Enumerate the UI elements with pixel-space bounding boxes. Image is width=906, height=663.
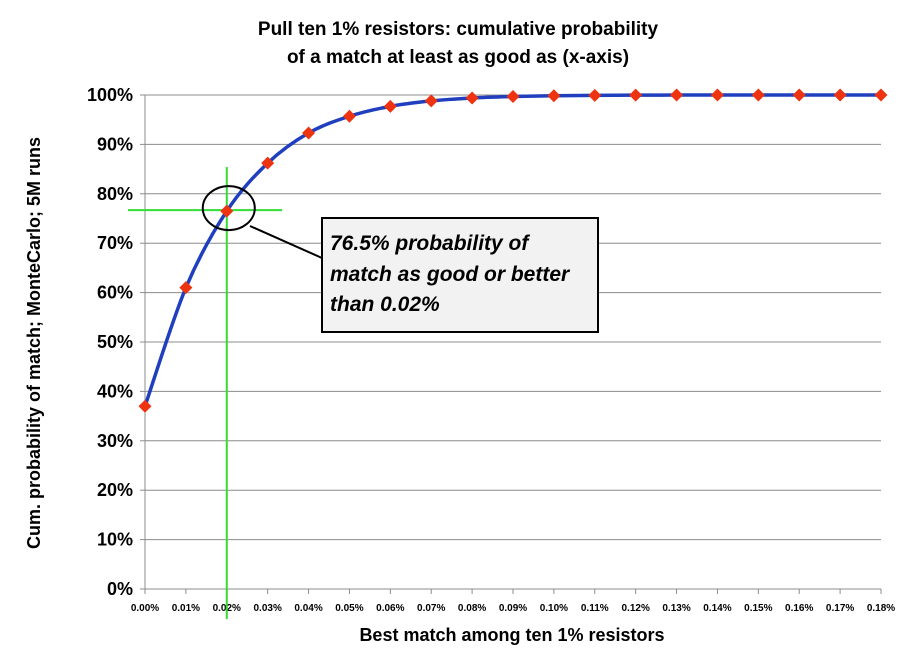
annotation-line-2: match as good or better	[330, 263, 571, 286]
x-tick-label: 0.03%	[253, 603, 281, 614]
data-point	[220, 204, 234, 218]
y-tick-label: 80%	[97, 184, 133, 204]
x-tick-label: 0.04%	[294, 603, 322, 614]
y-tick-label: 30%	[97, 431, 133, 451]
x-axis-ticks: 0.00%0.01%0.02%0.03%0.04%0.05%0.06%0.07%…	[131, 589, 895, 614]
y-tick-label: 90%	[97, 134, 133, 154]
chart-title-line-1: Pull ten 1% resistors: cumulative probab…	[258, 19, 659, 40]
annotation-leader-line	[249, 225, 323, 259]
x-tick-label: 0.05%	[335, 603, 363, 614]
annotation-line-1: 76.5% probability of	[330, 232, 530, 255]
highlight-crosshair	[128, 167, 282, 619]
data-point	[465, 91, 479, 105]
x-tick-label: 0.14%	[703, 603, 731, 614]
data-point	[710, 88, 724, 102]
data-point	[751, 88, 765, 102]
data-point	[261, 156, 275, 170]
data-point	[588, 88, 602, 102]
x-tick-label: 0.16%	[785, 603, 813, 614]
y-tick-label: 60%	[97, 283, 133, 303]
x-tick-label: 0.08%	[458, 603, 486, 614]
x-tick-label: 0.15%	[744, 603, 772, 614]
x-tick-label: 0.11%	[581, 603, 609, 614]
highlight-circle	[201, 185, 256, 232]
data-point	[424, 94, 438, 108]
data-point	[670, 88, 684, 102]
data-point	[629, 88, 643, 102]
series-markers	[138, 88, 888, 413]
data-point	[138, 399, 152, 413]
x-tick-label: 0.00%	[131, 603, 159, 614]
data-point	[506, 89, 520, 103]
data-point	[833, 88, 847, 102]
y-tick-label: 0%	[107, 579, 133, 599]
annotation-box	[321, 217, 599, 333]
x-tick-label: 0.09%	[499, 603, 527, 614]
data-point	[179, 281, 193, 295]
data-point	[547, 89, 561, 103]
x-tick-label: 0.06%	[376, 603, 404, 614]
data-point	[792, 88, 806, 102]
y-tick-label: 100%	[87, 85, 133, 105]
x-axis-title: Best match among ten 1% resistors	[359, 625, 664, 645]
annotation-callout: 76.5% probability of match as good or be…	[249, 217, 599, 333]
y-tick-label: 70%	[97, 233, 133, 253]
y-axis-title: Cum. probability of match; MonteCarlo; 5…	[24, 137, 44, 549]
y-tick-label: 10%	[97, 530, 133, 550]
y-tick-label: 20%	[97, 480, 133, 500]
x-tick-label: 0.12%	[621, 603, 649, 614]
x-tick-label: 0.18%	[867, 603, 895, 614]
x-tick-label: 0.07%	[417, 603, 445, 614]
y-axis-ticks: 0% 10% 20% 30% 40% 50% 60% 70% 80% 90% 100%	[87, 85, 145, 599]
chart-title: Pull ten 1% resistors: cumulative probab…	[258, 19, 659, 68]
x-tick-label: 0.17%	[826, 603, 854, 614]
x-tick-label: 0.13%	[662, 603, 690, 614]
annotation-line-3: than 0.02%	[330, 293, 440, 316]
x-tick-label: 0.01%	[172, 603, 200, 614]
x-tick-label: 0.10%	[540, 603, 568, 614]
chart-title-line-2: of a match at least as good as (x-axis)	[287, 47, 629, 68]
y-tick-label: 40%	[97, 381, 133, 401]
y-tick-label: 50%	[97, 332, 133, 352]
data-point	[302, 126, 316, 140]
data-point	[342, 109, 356, 123]
data-point	[874, 88, 888, 102]
data-point	[383, 99, 397, 113]
